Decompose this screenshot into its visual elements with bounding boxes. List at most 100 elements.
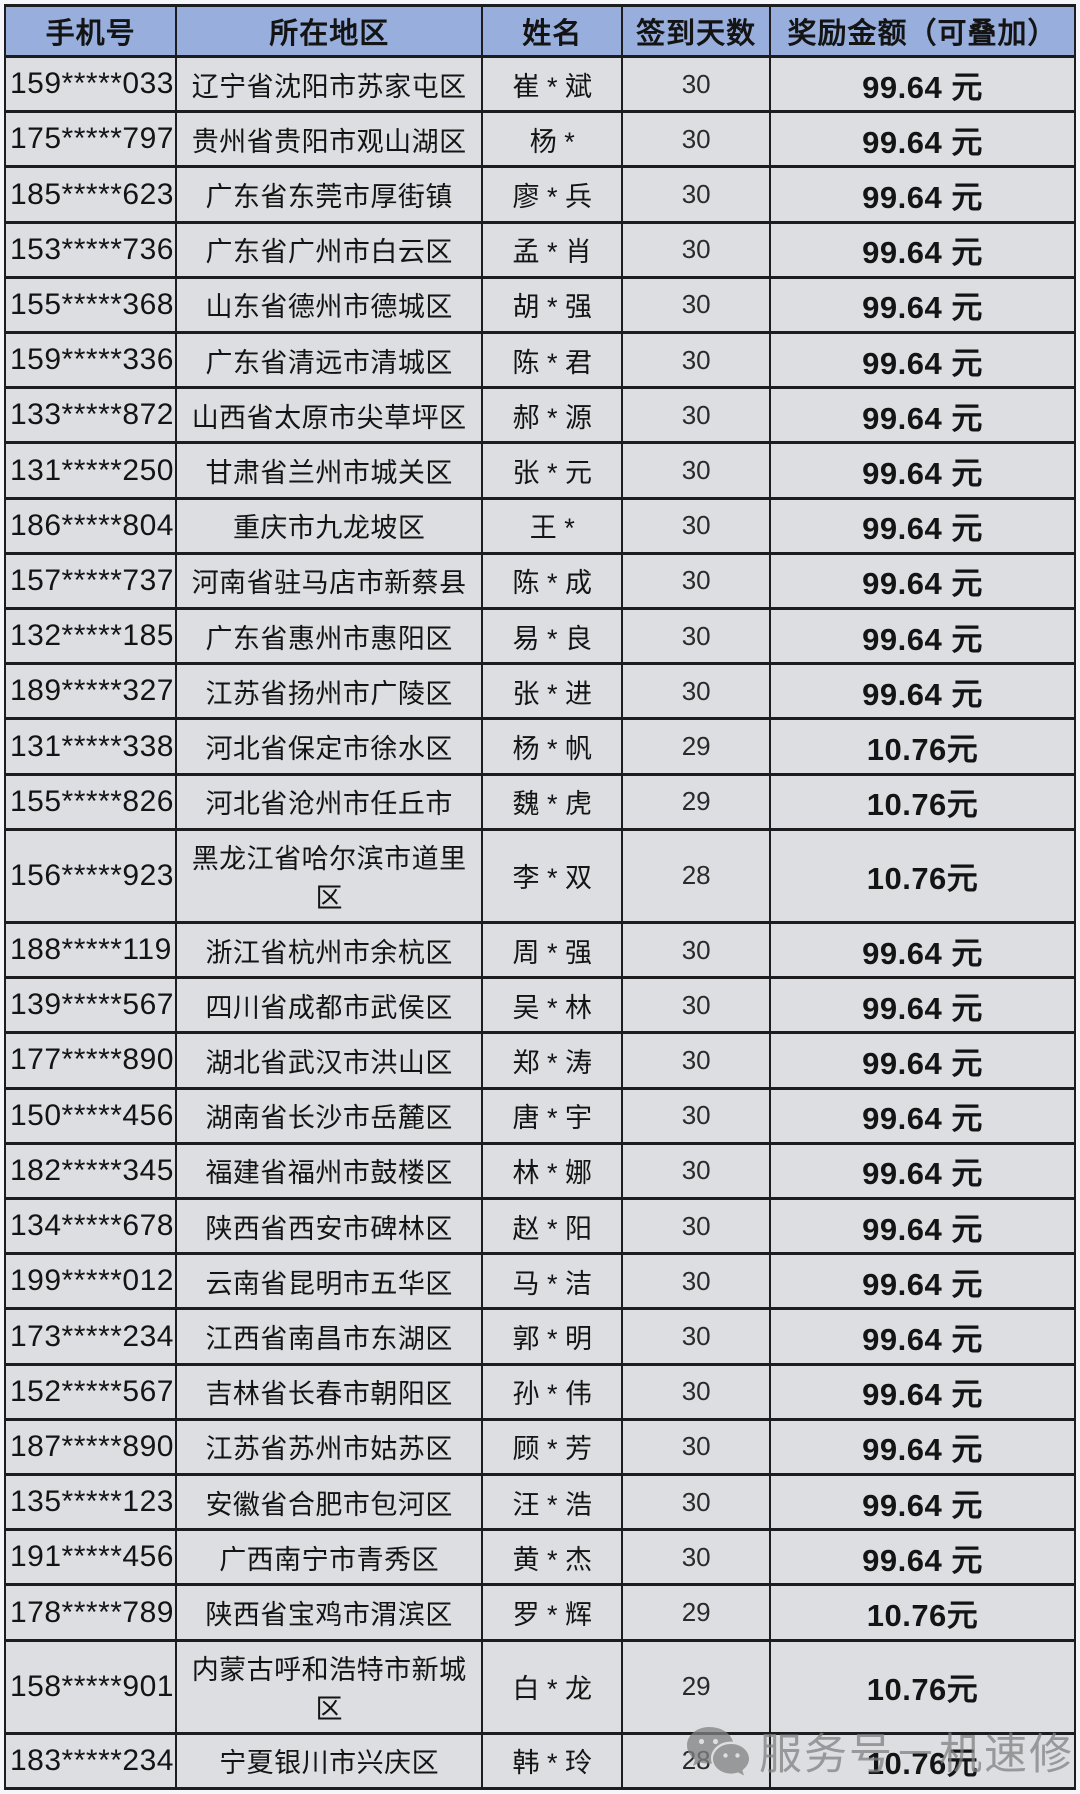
table-row: 131*****250 甘肃省兰州市城关区 张 * 元 30 99.64 元	[3, 441, 1076, 500]
reward-cell: 99.64 元	[769, 1362, 1076, 1421]
region-cell: 山东省德州市德城区	[175, 275, 484, 335]
table-row: 156*****923 黑龙江省哈尔滨市道里区 李 * 双 28 10.76元	[3, 827, 1076, 924]
days-cell: 30	[621, 496, 772, 555]
name-cell: 黄 * 杰	[481, 1528, 624, 1587]
days-cell: 30	[621, 1141, 772, 1201]
days-cell: 30	[621, 1307, 772, 1366]
name-cell: 汪 * 浩	[481, 1473, 624, 1532]
phone-cell: 134*****678	[3, 1196, 178, 1256]
table-row: 199*****012 云南省昆明市五华区 马 * 洁 30 99.64 元	[3, 1252, 1076, 1311]
name-cell: 廖 * 兵	[481, 165, 624, 224]
name-cell: 张 * 进	[481, 662, 624, 721]
phone-cell: 139*****567	[3, 976, 178, 1035]
days-cell: 30	[621, 607, 772, 666]
region-cell: 江西省南昌市东湖区	[175, 1307, 484, 1366]
signin-reward-table: 手机号 所在地区 姓名 签到天数 奖励金额（可叠加） 159*****033 辽…	[3, 4, 1076, 1791]
days-cell: 29	[621, 1583, 772, 1642]
table-row: 182*****345 福建省福州市鼓楼区 林 * 娜 30 99.64 元	[3, 1141, 1076, 1201]
table-row: 189*****327 江苏省扬州市广陵区 张 * 进 30 99.64 元	[3, 662, 1076, 721]
table-row: 186*****804 重庆市九龙坡区 王 * 30 99.64 元	[3, 496, 1076, 555]
reward-cell: 10.76元	[769, 717, 1076, 776]
region-cell: 山西省太原市尖草坪区	[175, 386, 484, 445]
table-row: 187*****890 江苏省苏州市姑苏区 顾 * 芳 30 99.64 元	[3, 1417, 1076, 1477]
reward-cell: 99.64 元	[769, 551, 1076, 611]
days-cell: 29	[621, 717, 772, 776]
reward-cell: 99.64 元	[769, 976, 1076, 1035]
reward-cell: 99.64 元	[769, 386, 1076, 445]
days-cell: 28	[621, 1731, 772, 1791]
days-cell: 30	[621, 1086, 772, 1145]
days-cell: 30	[621, 920, 772, 980]
name-cell: 罗 * 辉	[481, 1583, 624, 1642]
table-row: 191*****456 广西南宁市青秀区 黄 * 杰 30 99.64 元	[3, 1528, 1076, 1587]
name-cell: 王 *	[481, 496, 624, 555]
name-cell: 周 * 强	[481, 920, 624, 980]
phone-cell: 135*****123	[3, 1473, 178, 1532]
name-cell: 张 * 元	[481, 441, 624, 500]
region-cell: 甘肃省兰州市城关区	[175, 441, 484, 500]
days-cell: 30	[621, 662, 772, 721]
phone-cell: 159*****336	[3, 331, 178, 390]
phone-cell: 199*****012	[3, 1252, 178, 1311]
days-cell: 30	[621, 331, 772, 390]
days-cell: 30	[621, 386, 772, 445]
phone-cell: 132*****185	[3, 607, 178, 666]
name-cell: 易 * 良	[481, 607, 624, 666]
region-cell: 吉林省长春市朝阳区	[175, 1362, 484, 1421]
phone-cell: 155*****368	[3, 275, 178, 335]
name-cell: 郝 * 源	[481, 386, 624, 445]
name-cell: 唐 * 宇	[481, 1086, 624, 1145]
phone-cell: 178*****789	[3, 1583, 178, 1642]
name-cell: 杨 *	[481, 110, 624, 169]
region-cell: 陕西省西安市碑林区	[175, 1196, 484, 1256]
phone-cell: 131*****250	[3, 441, 178, 500]
region-cell: 浙江省杭州市余杭区	[175, 920, 484, 980]
reward-cell: 99.64 元	[769, 331, 1076, 390]
reward-cell: 99.64 元	[769, 165, 1076, 224]
name-cell: 顾 * 芳	[481, 1417, 624, 1477]
region-cell: 广东省惠州市惠阳区	[175, 607, 484, 666]
reward-cell: 99.64 元	[769, 1196, 1076, 1256]
reward-cell: 99.64 元	[769, 920, 1076, 980]
phone-cell: 189*****327	[3, 662, 178, 721]
phone-cell: 182*****345	[3, 1141, 178, 1201]
phone-cell: 185*****623	[3, 165, 178, 224]
phone-cell: 156*****923	[3, 827, 178, 924]
phone-cell: 191*****456	[3, 1528, 178, 1587]
table-row: 173*****234 江西省南昌市东湖区 郭 * 明 30 99.64 元	[3, 1307, 1076, 1366]
reward-cell: 99.64 元	[769, 662, 1076, 721]
name-cell: 吴 * 林	[481, 976, 624, 1035]
region-cell: 辽宁省沈阳市苏家屯区	[175, 54, 484, 114]
phone-cell: 153*****736	[3, 220, 178, 279]
region-cell: 云南省昆明市五华区	[175, 1252, 484, 1311]
reward-cell: 99.64 元	[769, 1031, 1076, 1090]
column-header-days: 签到天数	[621, 4, 772, 58]
table-row: 157*****737 河南省驻马店市新蔡县 陈 * 成 30 99.64 元	[3, 551, 1076, 611]
reward-cell: 10.76元	[769, 1638, 1076, 1735]
table-row: 177*****890 湖北省武汉市洪山区 郑 * 涛 30 99.64 元	[3, 1031, 1076, 1090]
name-cell: 孙 * 伟	[481, 1362, 624, 1421]
region-cell: 湖南省长沙市岳麓区	[175, 1086, 484, 1145]
phone-cell: 183*****234	[3, 1731, 178, 1791]
region-cell: 广西南宁市青秀区	[175, 1528, 484, 1587]
column-header-name: 姓名	[481, 4, 624, 58]
reward-cell: 99.64 元	[769, 220, 1076, 279]
reward-cell: 10.76元	[769, 827, 1076, 924]
days-cell: 29	[621, 772, 772, 831]
table-body: 159*****033 辽宁省沈阳市苏家屯区 崔 * 斌 30 99.64 元 …	[3, 54, 1076, 1791]
name-cell: 魏 * 虎	[481, 772, 624, 831]
reward-cell: 99.64 元	[769, 441, 1076, 500]
days-cell: 30	[621, 976, 772, 1035]
region-cell: 福建省福州市鼓楼区	[175, 1141, 484, 1201]
table-row: 150*****456 湖南省长沙市岳麓区 唐 * 宇 30 99.64 元	[3, 1086, 1076, 1145]
phone-cell: 188*****119	[3, 920, 178, 980]
days-cell: 30	[621, 275, 772, 335]
name-cell: 陈 * 君	[481, 331, 624, 390]
table-row: 155*****826 河北省沧州市任丘市 魏 * 虎 29 10.76元	[3, 772, 1076, 831]
region-cell: 河北省保定市徐水区	[175, 717, 484, 776]
days-cell: 30	[621, 1473, 772, 1532]
name-cell: 郭 * 明	[481, 1307, 624, 1366]
table-row: 131*****338 河北省保定市徐水区 杨 * 帆 29 10.76元	[3, 717, 1076, 776]
name-cell: 林 * 娜	[481, 1141, 624, 1201]
region-cell: 广东省东莞市厚街镇	[175, 165, 484, 224]
